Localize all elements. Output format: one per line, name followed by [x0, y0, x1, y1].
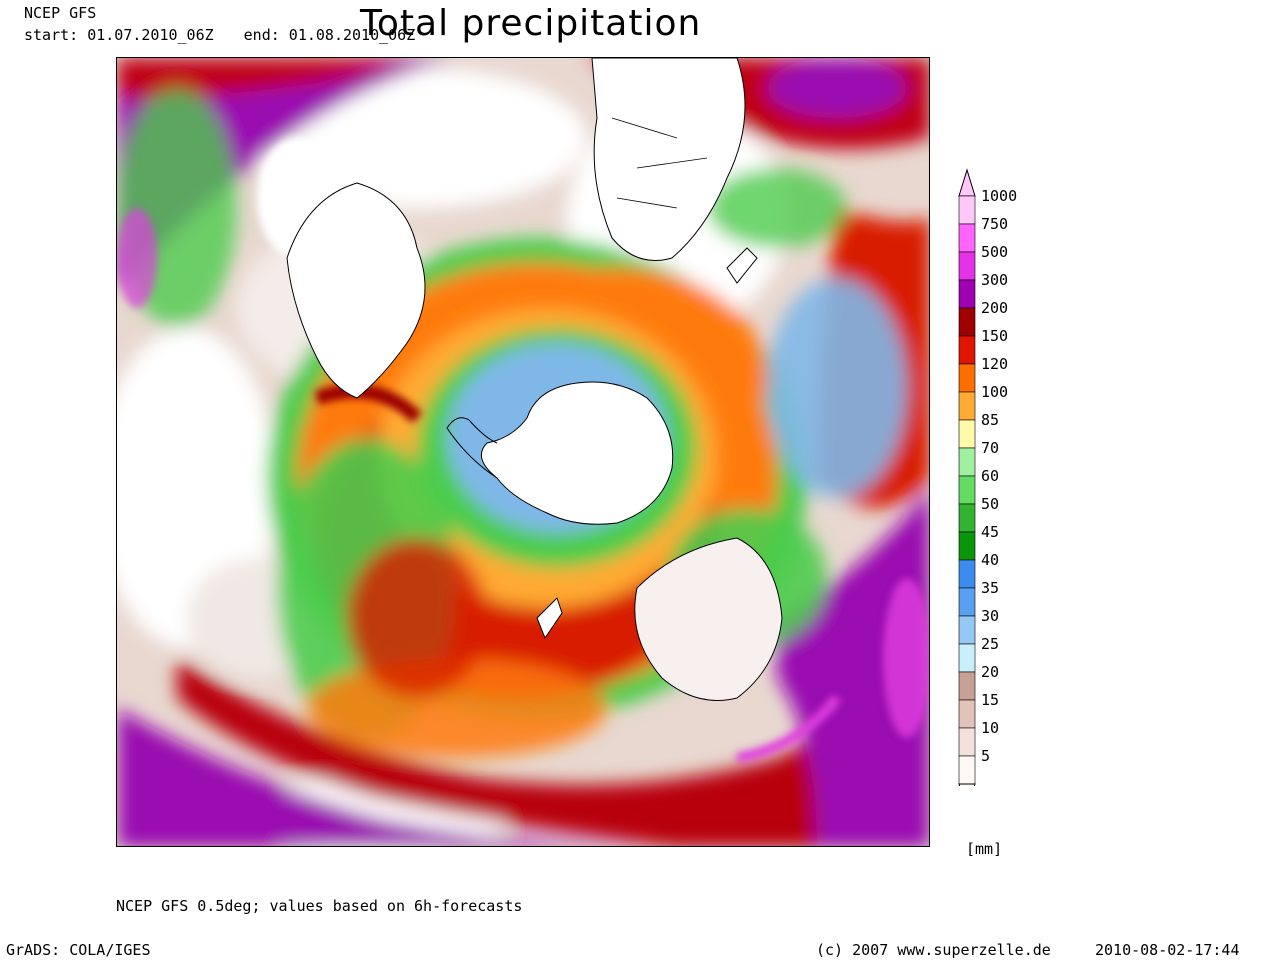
antarctica-outline	[480, 381, 674, 525]
colorbar-cell	[958, 671, 976, 701]
colorbar-level-label: 1000	[981, 187, 1018, 205]
colorbar-level-label: 5	[981, 747, 991, 765]
colorbar-cell	[958, 531, 976, 561]
colorbar-level-label: 750	[981, 215, 1009, 233]
precipitation-map	[116, 57, 930, 847]
africa-outline	[591, 58, 746, 261]
colorbar-level-label: 45	[981, 523, 1000, 541]
colorbar-cell	[958, 363, 976, 393]
colorbar-cell	[958, 615, 976, 645]
copyright: (c) 2007 www.superzelle.de	[816, 941, 1051, 959]
colorbar-bottom-arrow	[958, 783, 976, 786]
colorbar-cell	[958, 307, 976, 337]
colorbar-cell	[958, 727, 976, 757]
colorbar-level-label: 100	[981, 383, 1009, 401]
map-title: Total precipitation	[360, 3, 702, 44]
colorbar-cell	[958, 559, 976, 589]
colorbar-level-label: 15	[981, 691, 1000, 709]
creation-timestamp: 2010-08-02-17:44	[1095, 941, 1240, 959]
colorbar-level-label: 70	[981, 439, 1000, 457]
new-zealand-outline	[536, 597, 563, 640]
colorbar-level-label: 200	[981, 299, 1009, 317]
grads-credit: GrADS: COLA/IGES	[6, 941, 151, 959]
colorbar-level-label: 20	[981, 663, 1000, 681]
colorbar-level-label: 500	[981, 243, 1009, 261]
colorbar	[958, 168, 976, 786]
colorbar-cell	[958, 223, 976, 253]
colorbar-top-arrow	[958, 168, 976, 197]
colorbar-level-label: 85	[981, 411, 1000, 429]
colorbar-level-label: 40	[981, 551, 1000, 569]
colorbar-cell	[958, 447, 976, 477]
colorbar-level-label: 300	[981, 271, 1009, 289]
colorbar-cell	[958, 503, 976, 533]
data-note: NCEP GFS 0.5deg; values based on 6h-fore…	[116, 897, 523, 915]
colorbar-level-label: 120	[981, 355, 1009, 373]
colorbar-level-label: 25	[981, 635, 1000, 653]
colorbar-level-label: 30	[981, 607, 1000, 625]
colorbar-cell	[958, 251, 976, 281]
model-label: NCEP GFS	[24, 4, 97, 22]
colorbar-level-label: 10	[981, 719, 1000, 737]
precipitation-field	[117, 58, 929, 846]
colorbar-cell	[958, 755, 976, 785]
colorbar-cell	[958, 475, 976, 505]
colorbar-cell	[958, 699, 976, 729]
colorbar-cell	[958, 391, 976, 421]
colorbar-cell	[958, 195, 976, 225]
colorbar-cell	[958, 587, 976, 617]
colorbar-cell	[958, 279, 976, 309]
forecast-period: start: 01.07.2010_06Z end: 01.08.2010_06Z	[24, 26, 415, 44]
australia-outline	[634, 537, 783, 701]
colorbar-level-label: 50	[981, 495, 1000, 513]
colorbar-level-label: 150	[981, 327, 1009, 345]
end-time: end: 01.08.2010_06Z	[243, 26, 416, 44]
unit-label: [mm]	[966, 840, 1003, 858]
colorbar-cell	[958, 419, 976, 449]
colorbar-level-label: 35	[981, 579, 1000, 597]
start-time: start: 01.07.2010_06Z	[24, 26, 214, 44]
colorbar-level-label: 60	[981, 467, 1000, 485]
colorbar-cell	[958, 335, 976, 365]
south-america-outline	[286, 182, 426, 399]
colorbar-cell	[958, 643, 976, 673]
